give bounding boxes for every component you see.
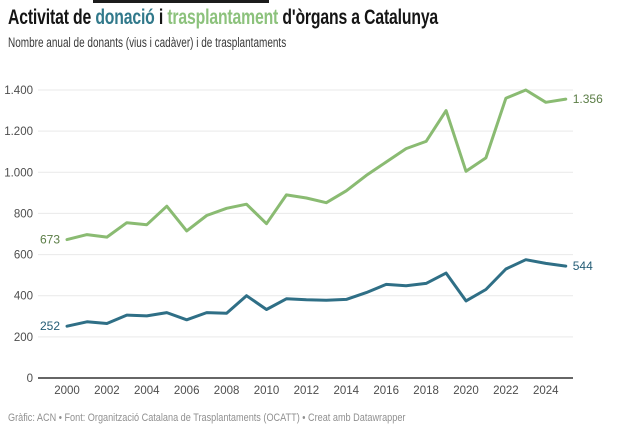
series-line-donants <box>65 258 568 328</box>
y-axis-label: 200 <box>14 332 33 344</box>
y-axis-label: 600 <box>14 250 33 262</box>
y-axis-label: 0 <box>27 373 33 385</box>
y-axis-label: 1.200 <box>4 126 33 138</box>
x-axis-label: 2002 <box>94 385 120 397</box>
x-axis-label: 2020 <box>453 385 479 397</box>
title-part-1: donació <box>95 6 155 29</box>
chart-title: Activitat de donació i trasplantament d'… <box>8 6 479 30</box>
y-axis-label: 1.000 <box>4 167 33 179</box>
x-axis-label: 2000 <box>54 385 80 397</box>
x-axis-label: 2014 <box>334 385 360 397</box>
chart-subtitle: Nombre anual de donants (vius i cadàver)… <box>8 35 287 50</box>
y-axis-label: 800 <box>14 208 33 220</box>
embed-toolbar-remnant <box>93 0 269 3</box>
x-axis-label: 2016 <box>373 385 399 397</box>
x-axis-label: 2010 <box>254 385 280 397</box>
chart-footer: Gràfic: ACN • Font: Organització Catalan… <box>8 412 406 424</box>
x-axis-label: 2024 <box>533 385 559 397</box>
series-start-label-donants: 252 <box>40 319 60 333</box>
series-end-label-trasplantaments: 1.356 <box>573 92 603 106</box>
y-axis-label: 400 <box>14 291 33 303</box>
title-part-3: trasplantament <box>167 6 279 29</box>
x-axis-label: 2006 <box>174 385 200 397</box>
title-part-0: Activitat de <box>8 6 96 29</box>
x-axis-label: 2022 <box>493 385 519 397</box>
x-axis-label: 2018 <box>413 385 439 397</box>
x-axis-label: 2004 <box>134 385 160 397</box>
y-axis-label: 1.400 <box>4 85 33 97</box>
title-part-2: i <box>154 6 168 29</box>
x-axis-label: 2012 <box>294 385 320 397</box>
series-end-label-donants: 544 <box>573 259 593 273</box>
x-axis-label: 2008 <box>214 385 240 397</box>
series-line-trasplantaments <box>65 88 568 242</box>
title-part-4: d'òrgans a Catalunya <box>278 6 439 29</box>
series-start-label-trasplantaments: 673 <box>40 233 60 247</box>
chart-header: Activitat de donació i trasplantament d'… <box>8 6 636 52</box>
